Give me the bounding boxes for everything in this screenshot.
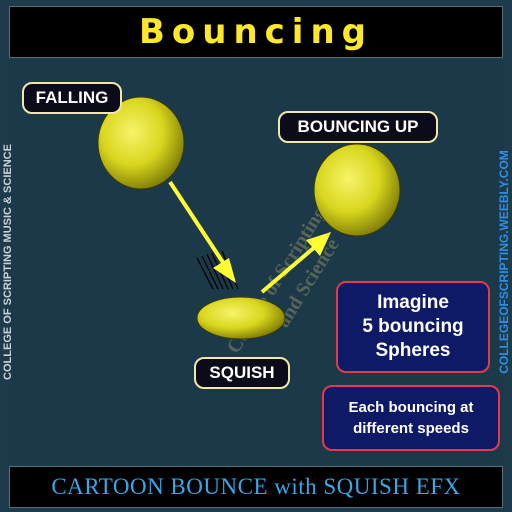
- imagine-line-3: Spheres: [375, 340, 451, 361]
- bouncing-up-label: BOUNCING UP: [278, 111, 438, 143]
- squished-ball: [196, 296, 286, 340]
- footer-caption: CARTOON BOUNCE with SQUISH EFX: [51, 474, 461, 499]
- falling-label: FALLING: [22, 82, 122, 114]
- imagine-line-1: Imagine: [377, 292, 449, 313]
- page-title: Bouncing: [138, 12, 374, 52]
- bouncing-up-ball: [313, 143, 401, 237]
- imagine-line-2: 5 bouncing: [362, 316, 464, 337]
- squish-label: SQUISH: [194, 357, 290, 389]
- different-speeds-box: Each bouncing at different speeds: [322, 385, 500, 451]
- speeds-line-1: Each bouncing at: [348, 399, 474, 416]
- title-banner: Bouncing: [9, 6, 503, 58]
- speeds-line-2: different speeds: [353, 420, 469, 437]
- bounce-up-arrow: [260, 232, 331, 294]
- imagine-spheres-box: Imagine 5 bouncing Spheres: [336, 281, 490, 373]
- footer-banner: CARTOON BOUNCE with SQUISH EFX: [9, 466, 503, 508]
- falling-ball: [97, 96, 185, 190]
- falling-arrow: [168, 180, 236, 283]
